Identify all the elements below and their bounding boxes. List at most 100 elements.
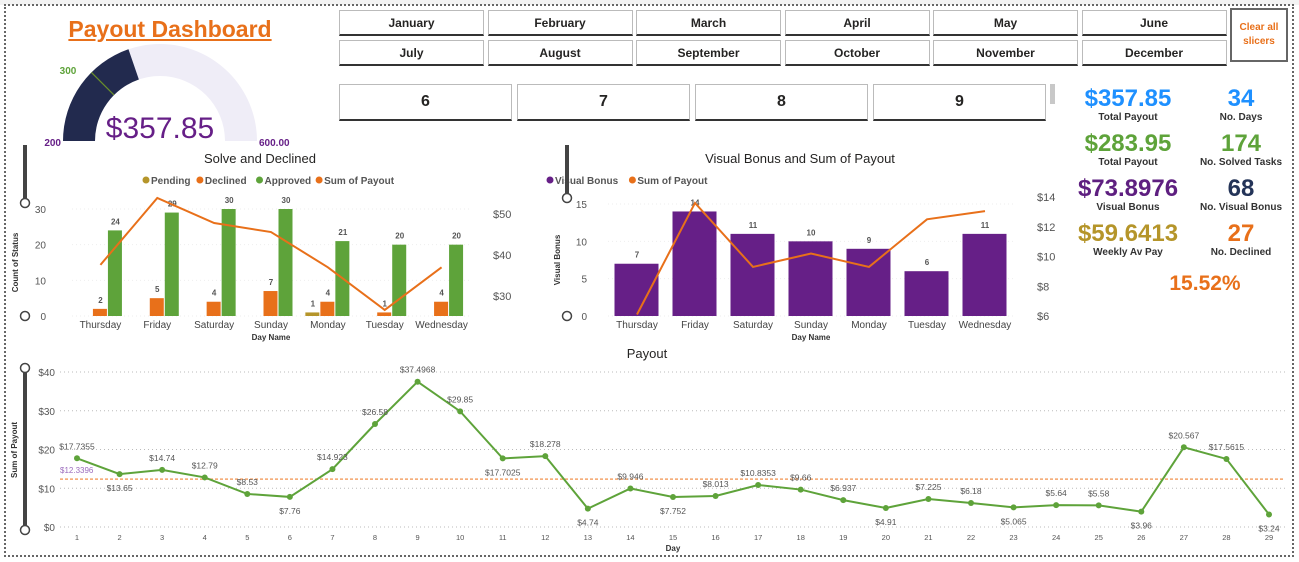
zoom-slider-handle[interactable]: [561, 192, 573, 204]
data-point[interactable]: [244, 490, 251, 497]
data-point[interactable]: [1180, 444, 1187, 451]
x-tick-label: 18: [797, 533, 805, 542]
month-slicer-september[interactable]: September: [636, 40, 781, 66]
data-label: 20: [395, 232, 404, 241]
x-tick-label: 10: [456, 533, 464, 542]
report-canvas: [4, 4, 1294, 557]
month-slicer-march[interactable]: March: [636, 10, 781, 36]
y-tick-label: 0: [581, 312, 587, 323]
bar-pending: [305, 312, 320, 316]
x-tick-label: 28: [1222, 533, 1230, 542]
legend-marker: [256, 176, 263, 184]
month-slicer-october[interactable]: October: [784, 40, 930, 66]
data-point[interactable]: [882, 504, 889, 511]
data-point[interactable]: [1010, 504, 1017, 511]
data-point[interactable]: [542, 453, 549, 460]
zoom-slider-handle[interactable]: [19, 524, 31, 536]
month-slicer-august[interactable]: August: [487, 40, 633, 66]
month-slicer-july[interactable]: July: [339, 40, 484, 66]
month-slicer-april[interactable]: April: [784, 10, 930, 36]
y-tick-label: 30: [35, 205, 47, 216]
y-tick-label: 10: [576, 237, 588, 248]
zoom-slider-handle[interactable]: [19, 197, 31, 209]
chart-title: Solve and Declined: [204, 151, 316, 166]
kpi-value: $73.8976: [1077, 175, 1179, 202]
data-point[interactable]: [1053, 502, 1060, 509]
data-point[interactable]: [1138, 508, 1145, 515]
data-point[interactable]: [925, 496, 932, 503]
data-point[interactable]: [201, 474, 208, 481]
month-slicer-december[interactable]: December: [1081, 40, 1227, 66]
data-point[interactable]: [286, 493, 293, 500]
data-point[interactable]: [116, 471, 123, 478]
data-point[interactable]: [372, 421, 378, 428]
data-label: 30: [282, 196, 291, 205]
data-point[interactable]: [797, 486, 804, 493]
data-label: $4.74: [577, 518, 599, 528]
bar-declined: [92, 308, 107, 316]
gauge-fill: [63, 49, 139, 141]
x-tick-label: Tuesday: [366, 320, 404, 331]
day-slicer-item-9[interactable]: 9: [873, 84, 1046, 121]
x-tick-label: 3: [160, 533, 164, 542]
data-point[interactable]: [414, 378, 421, 385]
y-tick-label: 15: [576, 200, 588, 211]
data-point[interactable]: [755, 482, 762, 489]
data-point[interactable]: [584, 505, 591, 512]
y-axis-label: Visual Bonus: [553, 234, 562, 285]
kpi-label: Total Payout: [1098, 112, 1158, 123]
day-slicer-scrollbar[interactable]: [1050, 84, 1055, 104]
month-slicer-may[interactable]: May: [933, 10, 1078, 36]
bar-approved: [392, 244, 407, 316]
zoom-slider-handle[interactable]: [19, 362, 31, 374]
x-tick-label: Friday: [143, 320, 171, 331]
month-slicer-january[interactable]: January: [339, 10, 484, 36]
kpi-value: 174: [1220, 130, 1262, 157]
kpi-value: $59.6413: [1077, 220, 1179, 247]
data-point[interactable]: [1266, 511, 1272, 518]
data-point[interactable]: [712, 492, 719, 499]
data-point[interactable]: [499, 455, 506, 462]
data-point[interactable]: [74, 455, 80, 462]
data-point[interactable]: [1223, 455, 1230, 462]
y-axis-label: Count of Status: [11, 232, 20, 292]
kpi-card: 68 No. Visual Bonus: [1185, 175, 1297, 214]
legend-item: Visual Bonus: [555, 176, 619, 187]
data-point[interactable]: [159, 466, 166, 473]
x-axis-label: Day Name: [252, 333, 291, 342]
day-slicer-item-8[interactable]: 8: [695, 84, 868, 121]
month-slicer-february[interactable]: February: [487, 10, 633, 36]
line-sum-of-payout: [99, 196, 443, 312]
data-point[interactable]: [968, 500, 974, 507]
x-tick-label: 22: [967, 533, 975, 542]
x-tick-label: Wednesday: [959, 320, 1012, 331]
day-slicer-item-6[interactable]: 6: [339, 84, 512, 121]
data-label: 11: [749, 221, 758, 230]
month-slicer-june[interactable]: June: [1081, 10, 1227, 36]
data-point[interactable]: [840, 497, 847, 504]
clear-all-slicers-button[interactable]: Clear all slicers: [1230, 8, 1288, 62]
data-point[interactable]: [1095, 502, 1102, 509]
x-tick-label: Saturday: [733, 320, 773, 331]
x-tick-label: 8: [373, 533, 377, 542]
zoom-slider-handle[interactable]: [561, 310, 573, 322]
data-point[interactable]: [457, 408, 464, 415]
x-tick-label: 24: [1052, 533, 1060, 542]
x-axis-label: Day: [666, 544, 681, 553]
gauge-target-marker: [90, 71, 115, 96]
kpi-label: No. Visual Bonus: [1199, 202, 1283, 213]
legend-marker: [315, 176, 323, 184]
kpi-label: Weekly Av Pay: [1093, 247, 1163, 258]
data-label: $18.278: [530, 439, 561, 449]
day-slicer-item-7[interactable]: 7: [517, 84, 690, 121]
data-label: $7.76: [279, 506, 301, 516]
data-point[interactable]: [627, 485, 634, 492]
kpi-value: 68: [1227, 175, 1255, 202]
x-tick-label: Monday: [851, 320, 887, 331]
data-label: 20: [452, 232, 461, 241]
data-label: 5: [155, 285, 160, 294]
zoom-slider-handle[interactable]: [19, 310, 31, 322]
data-point[interactable]: [329, 466, 336, 473]
data-point[interactable]: [670, 493, 676, 500]
month-slicer-november[interactable]: November: [933, 40, 1078, 66]
